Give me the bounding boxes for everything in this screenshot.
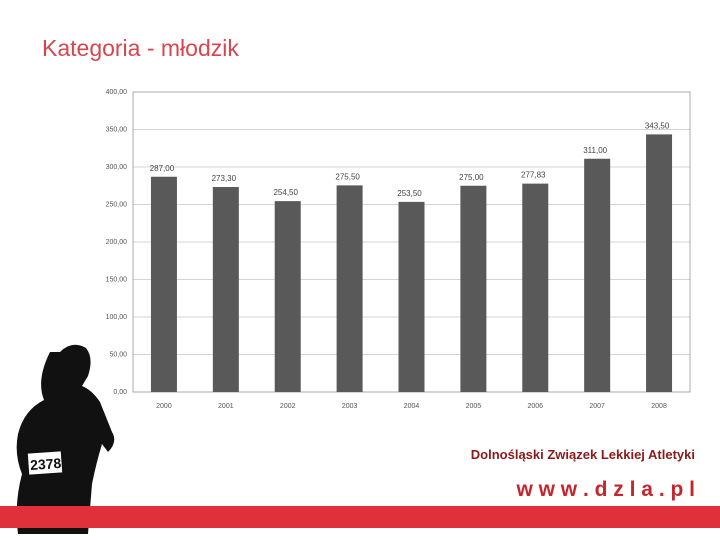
y-tick-label: 400,00 [106, 89, 128, 96]
bar [398, 201, 425, 392]
y-tick-label: 150,00 [106, 276, 128, 283]
bar [584, 158, 611, 392]
value-label: 254,50 [273, 188, 298, 197]
y-tick-label: 300,00 [106, 164, 128, 171]
value-label: 277,83 [521, 171, 546, 180]
y-tick-label: 0,00 [113, 389, 127, 396]
x-tick-label: 2007 [589, 403, 605, 410]
athlete-silhouette [16, 344, 115, 534]
bar [460, 185, 487, 392]
slide-title: Kategoria - młodzik [42, 35, 239, 61]
bar [336, 185, 363, 392]
chart: 0,00 50,00 100,00 150,00 200,00 250,00 300,00 3… [106, 89, 690, 410]
y-tick-label: 350,00 [106, 126, 128, 133]
bar [646, 134, 673, 392]
value-label: 287,00 [150, 164, 175, 173]
y-tick-label: 100,00 [106, 314, 128, 321]
value-label: 275,50 [335, 172, 360, 181]
x-tick-label: 2000 [156, 403, 172, 410]
organization-name: Dolnośląski Związek Lekkiej Atletyki [471, 447, 695, 462]
x-tick-label: 2008 [651, 403, 667, 410]
value-label: 253,50 [397, 189, 422, 198]
x-tick-label: 2006 [527, 403, 543, 410]
x-tick-label: 2003 [342, 403, 358, 410]
bib [26, 450, 64, 476]
footer-band [0, 506, 720, 528]
value-label: 275,00 [459, 173, 484, 182]
bib-number: 2378 [30, 455, 62, 473]
value-label: 311,00 [583, 146, 607, 155]
bar [274, 201, 301, 392]
x-tick-label: 2005 [466, 403, 482, 410]
website: w w w . d z l a . p l [515, 478, 695, 501]
value-label: 273,30 [212, 174, 237, 183]
bar [212, 187, 239, 392]
athlete-illustration: 2378 [16, 344, 115, 534]
value-label: 343,50 [645, 121, 670, 130]
y-tick-label: 200,00 [106, 239, 128, 246]
x-tick-label: 2002 [280, 403, 296, 410]
x-tick-label: 2004 [404, 403, 420, 410]
y-tick-label: 250,00 [106, 201, 128, 208]
x-tick-label: 2001 [218, 403, 234, 410]
bar [150, 176, 177, 392]
y-tick-label: 50,00 [109, 351, 127, 358]
bar [522, 183, 549, 392]
